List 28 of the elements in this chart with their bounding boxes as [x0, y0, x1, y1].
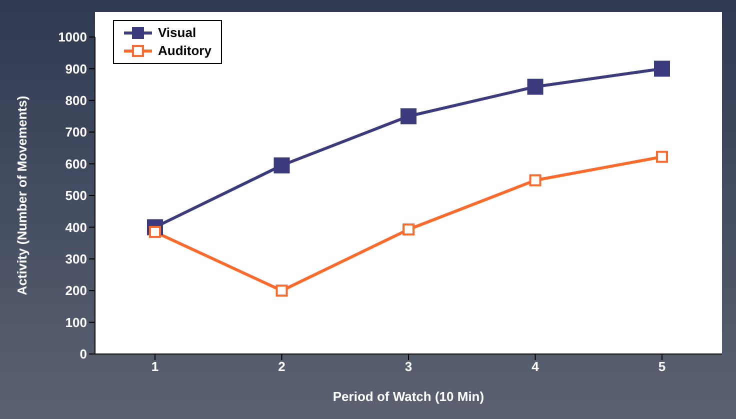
y-tick-label: 200	[65, 283, 87, 298]
point	[527, 78, 544, 95]
y-tick-label: 900	[65, 61, 87, 76]
y-tick-label: 500	[65, 188, 87, 204]
x-axis-title: Period of Watch (10 Min)	[332, 389, 484, 404]
y-tick-label: 700	[65, 124, 87, 140]
point	[276, 284, 288, 297]
x-tick-label: 1	[151, 359, 159, 374]
y-tick-label: 800	[65, 93, 87, 108]
legend-label: Visual	[158, 24, 196, 42]
y-axis-title: Activity (Number of Movements)	[14, 96, 30, 296]
x-tick-label: 5	[658, 359, 666, 374]
y-tick-label: 400	[65, 220, 87, 235]
x-tick-label: 3	[404, 359, 412, 374]
point	[654, 60, 670, 77]
y-tick-label: 1000	[58, 30, 87, 45]
point	[274, 157, 290, 174]
x-tick-label: 4	[532, 359, 540, 374]
point	[656, 150, 668, 163]
point	[400, 108, 416, 124]
point	[402, 223, 414, 236]
y-tick-label: 600	[65, 156, 87, 172]
legend-label: Auditory	[158, 42, 212, 60]
x-tick-label: 2	[278, 359, 286, 374]
y-tick-label: 0	[80, 346, 87, 362]
point	[529, 174, 542, 186]
y-tick-label: 300	[65, 252, 87, 267]
y-tick-label: 100	[65, 314, 87, 330]
